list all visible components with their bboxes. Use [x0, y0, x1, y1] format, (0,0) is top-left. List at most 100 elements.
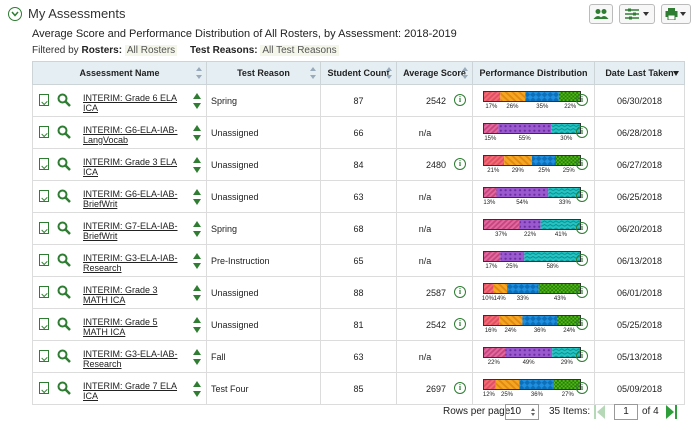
- distribution-segment: [484, 252, 501, 261]
- results-file-icon[interactable]: [39, 382, 49, 394]
- assessment-link[interactable]: INTERIM: Grade 3 ELA ICA: [83, 157, 178, 177]
- test-reason-cell: Unassigned: [206, 180, 321, 213]
- prev-page-icon[interactable]: [594, 405, 606, 419]
- date-last-taken-cell: 06/25/2018: [594, 180, 685, 213]
- average-score-cell: 2542 i: [396, 308, 473, 341]
- info-icon[interactable]: i: [576, 158, 588, 170]
- info-icon[interactable]: i: [454, 94, 466, 106]
- magnifier-icon[interactable]: [57, 93, 71, 107]
- magnifier-icon[interactable]: [57, 189, 71, 203]
- assessment-link[interactable]: INTERIM: G7-ELA-IAB-BriefWrit: [83, 221, 178, 241]
- distribution-label: 24%: [504, 328, 517, 334]
- reorder-arrows-icon[interactable]: [193, 381, 201, 397]
- distribution-label: 29%: [560, 360, 573, 366]
- col-test-reason[interactable]: Test Reason: [206, 61, 321, 85]
- reorder-arrows-icon[interactable]: [193, 221, 201, 237]
- filter-settings-button[interactable]: [619, 4, 655, 24]
- results-file-icon[interactable]: [39, 318, 49, 330]
- results-file-icon[interactable]: [39, 158, 49, 170]
- table-row: INTERIM: Grade 5 MATH ICA Unassigned 81 …: [32, 308, 685, 341]
- performance-distribution-cell: i 13% 54% 33%: [472, 180, 595, 213]
- reorder-arrows-icon[interactable]: [193, 157, 201, 173]
- info-icon[interactable]: i: [576, 222, 588, 234]
- rows-per-page-select[interactable]: 10: [505, 404, 539, 420]
- student-count-cell: 65: [320, 244, 397, 277]
- magnifier-icon[interactable]: [57, 317, 71, 331]
- section-header[interactable]: My Assessments: [8, 6, 126, 21]
- distribution-label: 12%: [482, 392, 495, 398]
- col-date-last-taken[interactable]: Date Last Taken: [594, 61, 685, 85]
- reorder-arrows-icon[interactable]: [193, 93, 201, 109]
- assessment-link[interactable]: INTERIM: G6-ELA-IAB-BriefWrit: [83, 189, 178, 209]
- print-button[interactable]: [661, 4, 691, 24]
- assessment-link[interactable]: INTERIM: G3-ELA-IAB-Research: [83, 349, 178, 369]
- assessment-name-cell: INTERIM: G6-ELA-IAB-LangVocab: [32, 116, 207, 149]
- sort-icon[interactable]: [310, 67, 316, 79]
- distribution-label: 16%: [484, 328, 497, 334]
- assessment-name-cell: INTERIM: Grade 6 ELA ICA: [32, 84, 207, 117]
- assessment-link[interactable]: INTERIM: Grade 5 MATH ICA: [83, 317, 158, 337]
- reorder-arrows-icon[interactable]: [193, 317, 201, 333]
- assessment-link[interactable]: INTERIM: Grade 7 ELA ICA: [83, 381, 178, 401]
- assessment-link[interactable]: INTERIM: Grade 3 MATH ICA: [83, 285, 158, 305]
- results-file-icon[interactable]: [39, 190, 49, 202]
- col-assessment-name[interactable]: Assessment Name: [32, 61, 207, 85]
- reorder-arrows-icon[interactable]: [193, 253, 201, 269]
- info-icon[interactable]: i: [576, 318, 588, 330]
- results-file-icon[interactable]: [39, 254, 49, 266]
- distribution-label: 54%: [516, 200, 529, 206]
- assessment-link[interactable]: INTERIM: G6-ELA-IAB-LangVocab: [83, 125, 178, 145]
- info-icon[interactable]: i: [454, 382, 466, 394]
- sort-icon[interactable]: [196, 67, 202, 79]
- results-file-icon[interactable]: [39, 350, 49, 362]
- magnifier-icon[interactable]: [57, 381, 71, 395]
- page-number-input[interactable]: 1: [614, 404, 638, 420]
- distribution-bar: [483, 251, 581, 262]
- distribution-segment: [500, 252, 525, 261]
- distribution-segment: [484, 188, 497, 197]
- results-file-icon[interactable]: [39, 222, 49, 234]
- info-icon[interactable]: i: [454, 318, 466, 330]
- distribution-segment: [519, 220, 541, 229]
- col-student-count[interactable]: Student Count: [320, 61, 397, 85]
- assessment-link[interactable]: INTERIM: G3-ELA-IAB-Research: [83, 253, 178, 273]
- sort-desc-icon[interactable]: [673, 71, 679, 76]
- distribution-label: 10%: [481, 296, 494, 302]
- info-icon[interactable]: i: [576, 94, 588, 106]
- distribution-bar: [483, 187, 581, 198]
- collapse-chevron-icon[interactable]: [8, 6, 22, 21]
- distribution-segment: [551, 124, 580, 133]
- magnifier-icon[interactable]: [57, 285, 71, 299]
- info-icon[interactable]: i: [454, 286, 466, 298]
- reorder-arrows-icon[interactable]: [193, 189, 201, 205]
- info-icon[interactable]: i: [576, 126, 588, 138]
- magnifier-icon[interactable]: [57, 157, 71, 171]
- info-icon[interactable]: i: [576, 350, 588, 362]
- magnifier-icon[interactable]: [57, 125, 71, 139]
- next-page-icon[interactable]: [665, 405, 677, 419]
- info-icon[interactable]: i: [576, 286, 588, 298]
- info-icon[interactable]: i: [454, 158, 466, 170]
- magnifier-icon[interactable]: [57, 253, 71, 267]
- distribution-label: 35%: [536, 104, 549, 110]
- student-count-cell: 85: [320, 372, 397, 405]
- magnifier-icon[interactable]: [57, 221, 71, 235]
- distribution-label: 30%: [560, 136, 573, 142]
- reorder-arrows-icon[interactable]: [193, 285, 201, 301]
- assessment-link[interactable]: INTERIM: Grade 6 ELA ICA: [83, 93, 178, 113]
- info-icon[interactable]: i: [576, 382, 588, 394]
- sort-icon[interactable]: [386, 67, 392, 79]
- sort-icon[interactable]: [462, 67, 468, 79]
- info-icon[interactable]: i: [576, 190, 588, 202]
- info-icon[interactable]: i: [576, 254, 588, 266]
- magnifier-icon[interactable]: [57, 349, 71, 363]
- reorder-arrows-icon[interactable]: [193, 349, 201, 365]
- results-file-icon[interactable]: [39, 94, 49, 106]
- results-file-icon[interactable]: [39, 286, 49, 298]
- reorder-arrows-icon[interactable]: [193, 125, 201, 141]
- group-users-button[interactable]: [589, 4, 613, 24]
- results-file-icon[interactable]: [39, 126, 49, 138]
- distribution-label: 36%: [530, 392, 543, 398]
- date-last-taken-cell: 06/27/2018: [594, 148, 685, 181]
- col-average-score[interactable]: Average Score: [396, 61, 473, 85]
